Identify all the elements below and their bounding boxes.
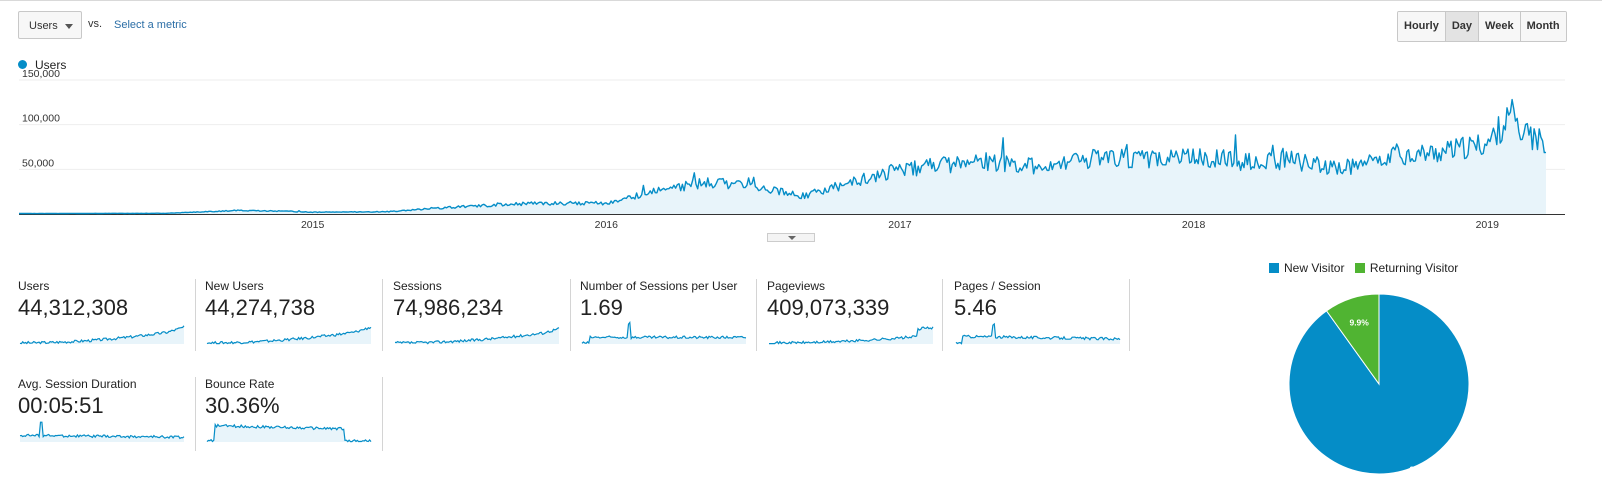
pie-label: 9.9% xyxy=(1349,317,1369,327)
scorecard-value: 00:05:51 xyxy=(18,393,104,418)
scorecard-value: 44,274,738 xyxy=(205,295,316,320)
sparkline-area xyxy=(956,324,1120,344)
sparkline-area xyxy=(20,422,184,442)
chart-legend[interactable]: Users xyxy=(18,58,66,72)
sparkline-area xyxy=(582,322,746,344)
pie-legend-returning-label: Returning Visitor xyxy=(1369,261,1459,275)
scorecard-name: Sessions xyxy=(393,279,442,293)
new-visitor-swatch-icon xyxy=(1269,263,1279,273)
sparkline-area xyxy=(395,327,559,344)
returning-visitor-swatch-icon xyxy=(1354,263,1365,273)
scorecard-divider xyxy=(942,279,943,351)
scorecard-users[interactable]: Users 44,312,308 xyxy=(18,279,205,355)
legend-label: Users xyxy=(35,58,67,72)
select-metric-link[interactable]: Select a metric xyxy=(114,19,187,31)
caret-down-icon xyxy=(65,24,73,29)
top-divider xyxy=(0,0,1602,1)
scorecard-value: 30.36% xyxy=(205,393,280,418)
scorecard-avg-session-duration[interactable]: Avg. Session Duration 00:05:51 xyxy=(18,377,205,453)
sparkline xyxy=(206,422,372,443)
sparkline xyxy=(394,327,560,345)
scorecard-value: 44,312,308 xyxy=(18,295,129,320)
sparkline xyxy=(769,326,934,345)
sparkline xyxy=(955,322,1121,345)
vs-label: vs. xyxy=(88,18,103,30)
scorecard-new-users[interactable]: New Users 44,274,738 xyxy=(205,279,392,355)
sparkline-line xyxy=(581,320,747,345)
scorecard-name: Pages / Session xyxy=(954,279,1041,293)
sparkline-line xyxy=(955,322,1121,345)
collapse-chart-handle[interactable] xyxy=(767,233,815,242)
scorecard-value: 409,073,339 xyxy=(767,295,890,320)
pie-slice-returning-visitor[interactable] xyxy=(1325,293,1380,386)
users-over-time-chart[interactable]: 150,000 100,000 50,000 2015 2016 2017 2018 2019 xyxy=(0,70,1602,230)
granularity-toggle: Hourly Day Week Month xyxy=(1397,11,1567,42)
scorecard-name: New Users xyxy=(205,279,264,293)
x-tick-label: 2018 xyxy=(1182,219,1206,230)
sparkline-line xyxy=(394,327,560,345)
chevron-down-icon xyxy=(788,236,796,240)
hourly-button[interactable]: Hourly xyxy=(1398,12,1445,41)
sparkline-line xyxy=(206,422,372,443)
pie-legend-returning[interactable]: Returning Visitor xyxy=(1354,261,1459,275)
sparkline xyxy=(19,325,185,345)
scorecard-name: Users xyxy=(18,279,50,293)
scorecard-name: Avg. Session Duration xyxy=(18,377,137,391)
scorecard-pageviews[interactable]: Pageviews 409,073,339 xyxy=(767,279,954,355)
visitor-type-pie-chart[interactable]: 90.1% 9.9% xyxy=(1284,289,1474,479)
scorecard-divider xyxy=(382,279,383,351)
sparkline xyxy=(19,421,185,442)
sparkline-line xyxy=(19,325,185,345)
month-button[interactable]: Month xyxy=(1519,12,1566,41)
scorecard-pages-session[interactable]: Pages / Session 5.46 xyxy=(954,279,1141,355)
day-button[interactable]: Day xyxy=(1444,12,1479,41)
scorecard-sessions[interactable]: Sessions 74,986,234 xyxy=(393,279,580,355)
x-tick-label: 2015 xyxy=(301,219,325,230)
scorecard-name: Number of Sessions per User xyxy=(580,279,738,293)
scorecard-divider xyxy=(756,279,757,351)
pie-legend: New Visitor Returning Visitor xyxy=(1269,261,1465,275)
sparkline xyxy=(206,326,372,345)
scorecard-bounce-rate[interactable]: Bounce Rate 30.36% xyxy=(205,377,392,453)
x-tick-label: 2016 xyxy=(595,219,619,230)
y-tick-label: 100,000 xyxy=(22,113,60,125)
scorecard-divider xyxy=(195,377,196,451)
scorecard-number-of-sessions-per-user[interactable]: Number of Sessions per User 1.69 xyxy=(580,279,767,355)
sparkline-area xyxy=(207,327,371,344)
pie-legend-new[interactable]: New Visitor xyxy=(1269,261,1344,275)
legend-dot-icon xyxy=(18,60,27,69)
sparkline-line xyxy=(769,326,934,345)
sparkline xyxy=(581,320,747,345)
x-tick-label: 2019 xyxy=(1476,219,1500,230)
scorecard-name: Bounce Rate xyxy=(205,377,275,391)
scorecard-divider xyxy=(382,377,383,451)
scorecard-value: 74,986,234 xyxy=(393,295,504,320)
metric-dropdown-label: Users xyxy=(29,20,58,32)
users-series-line xyxy=(19,98,1547,215)
pie-legend-new-label: New Visitor xyxy=(1284,261,1345,275)
y-tick-label: 50,000 xyxy=(22,157,54,169)
scorecard-divider xyxy=(570,279,571,351)
sparkline-area xyxy=(769,326,933,344)
pie-label: 90.1% xyxy=(1410,464,1435,474)
sparkline-line xyxy=(19,421,185,440)
scorecard-name: Pageviews xyxy=(767,279,826,293)
x-tick-label: 2017 xyxy=(888,219,912,230)
sparkline-area xyxy=(20,325,184,344)
metric-dropdown[interactable]: Users xyxy=(18,11,82,39)
scorecard-value: 5.46 xyxy=(954,295,997,320)
sparkline-area xyxy=(207,424,371,442)
week-button[interactable]: Week xyxy=(1478,12,1520,41)
sparkline-line xyxy=(206,326,372,345)
scorecard-value: 1.69 xyxy=(580,295,623,320)
y-tick-label: 150,000 xyxy=(22,70,60,80)
users-area-fill xyxy=(19,99,1546,214)
scorecard-divider xyxy=(195,279,196,351)
scorecard-divider xyxy=(1129,279,1130,351)
